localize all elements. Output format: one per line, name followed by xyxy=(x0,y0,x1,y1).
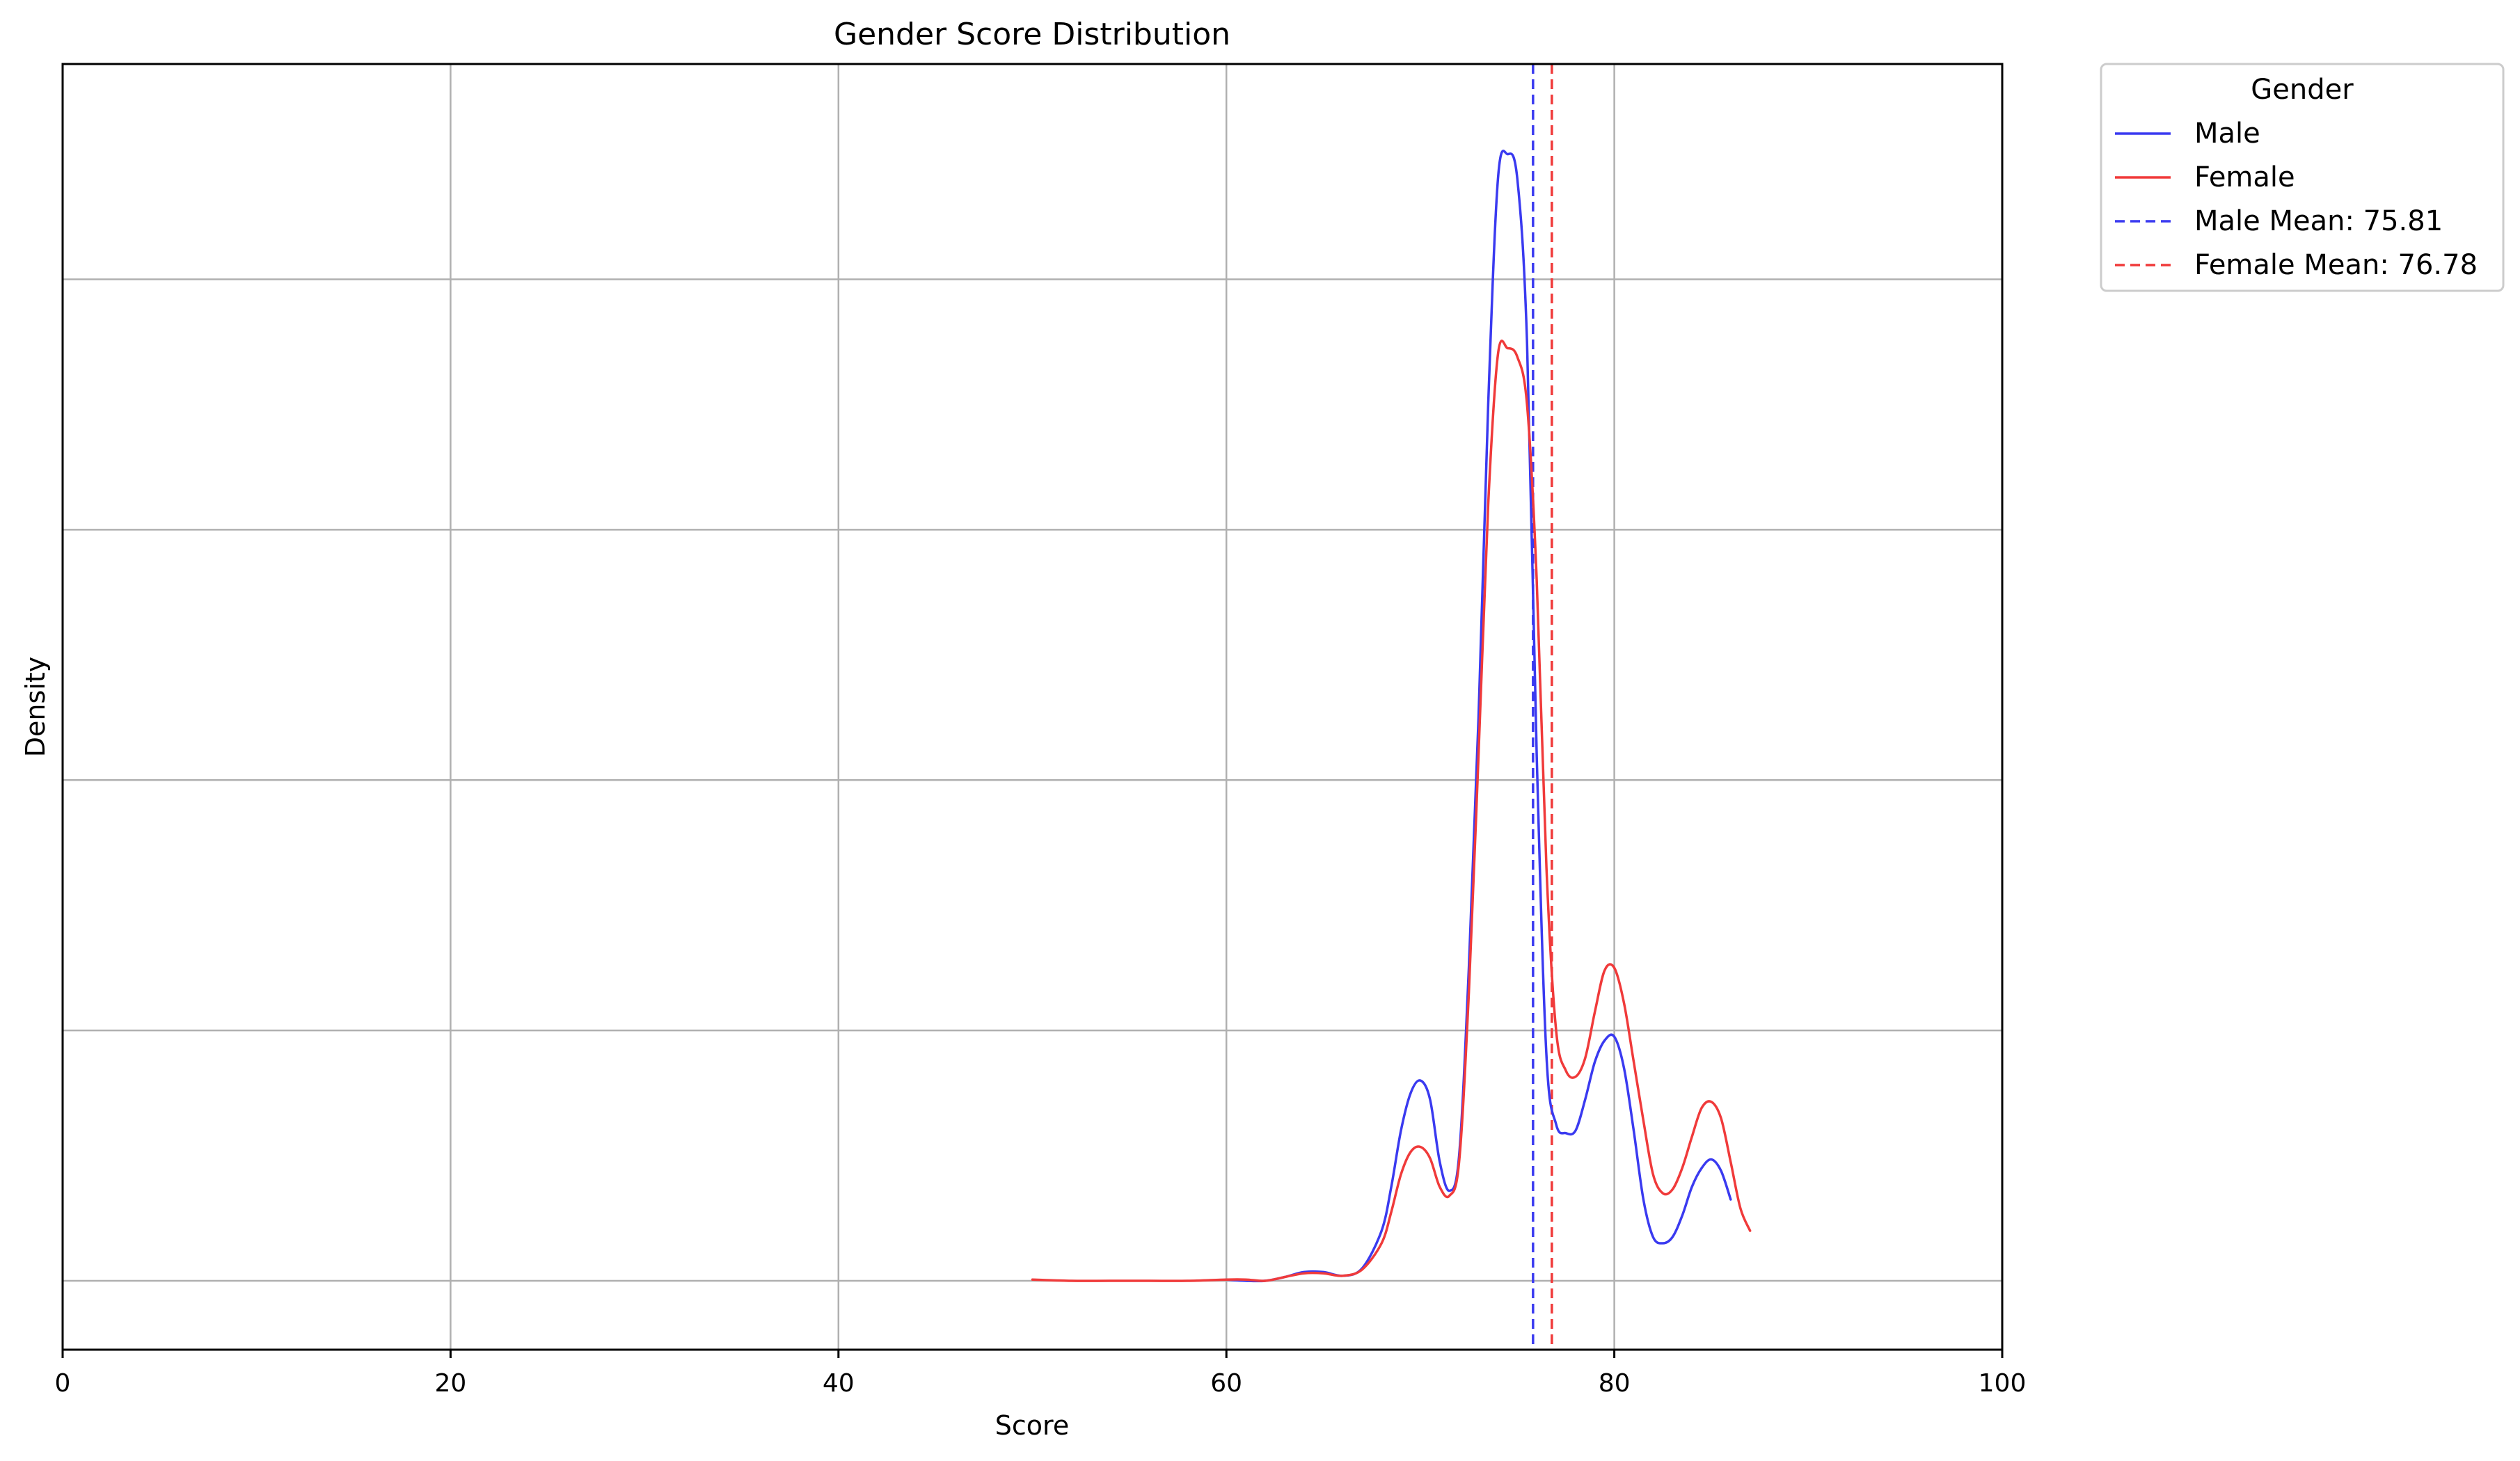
legend-label-3: Female Mean: 76.78 xyxy=(2194,249,2478,281)
legend-label-2: Male Mean: 75.81 xyxy=(2194,205,2443,237)
grid-layer xyxy=(63,64,2002,1350)
series-layer xyxy=(1031,150,1752,1283)
x-tick-label-0: 0 xyxy=(55,1369,71,1398)
plot-area-frame xyxy=(61,63,2004,1351)
legend-box xyxy=(2100,63,2505,292)
x-axis-label: Score xyxy=(995,1410,1069,1441)
y-axis-label: Density xyxy=(20,657,51,757)
x-tick-label-3: 60 xyxy=(1210,1369,1242,1398)
legend-label-1: Female xyxy=(2194,161,2295,193)
x-tick-label-1: 20 xyxy=(434,1369,466,1398)
x-tick-label-4: 80 xyxy=(1599,1369,1631,1398)
legend-title: Gender xyxy=(2251,74,2354,106)
female-density-curve xyxy=(1031,340,1752,1282)
x-tick-label-5: 100 xyxy=(1979,1369,2027,1398)
legend-entries: Male Female Male Mean: 75.81 Female Mean: 7… xyxy=(2115,118,2478,281)
legend-label-0: Male xyxy=(2194,118,2260,150)
mean-lines-layer xyxy=(1532,64,1553,1350)
x-axis-ticks: 0 20 40 60 80 100 xyxy=(55,1350,2027,1398)
male-density-curve xyxy=(1225,150,1732,1283)
x-tick-label-2: 40 xyxy=(823,1369,855,1398)
legend: Gender Male Female Male Mean: 75.81 Female … xyxy=(2100,63,2505,292)
chart-title: Gender Score Distribution xyxy=(834,17,1230,52)
